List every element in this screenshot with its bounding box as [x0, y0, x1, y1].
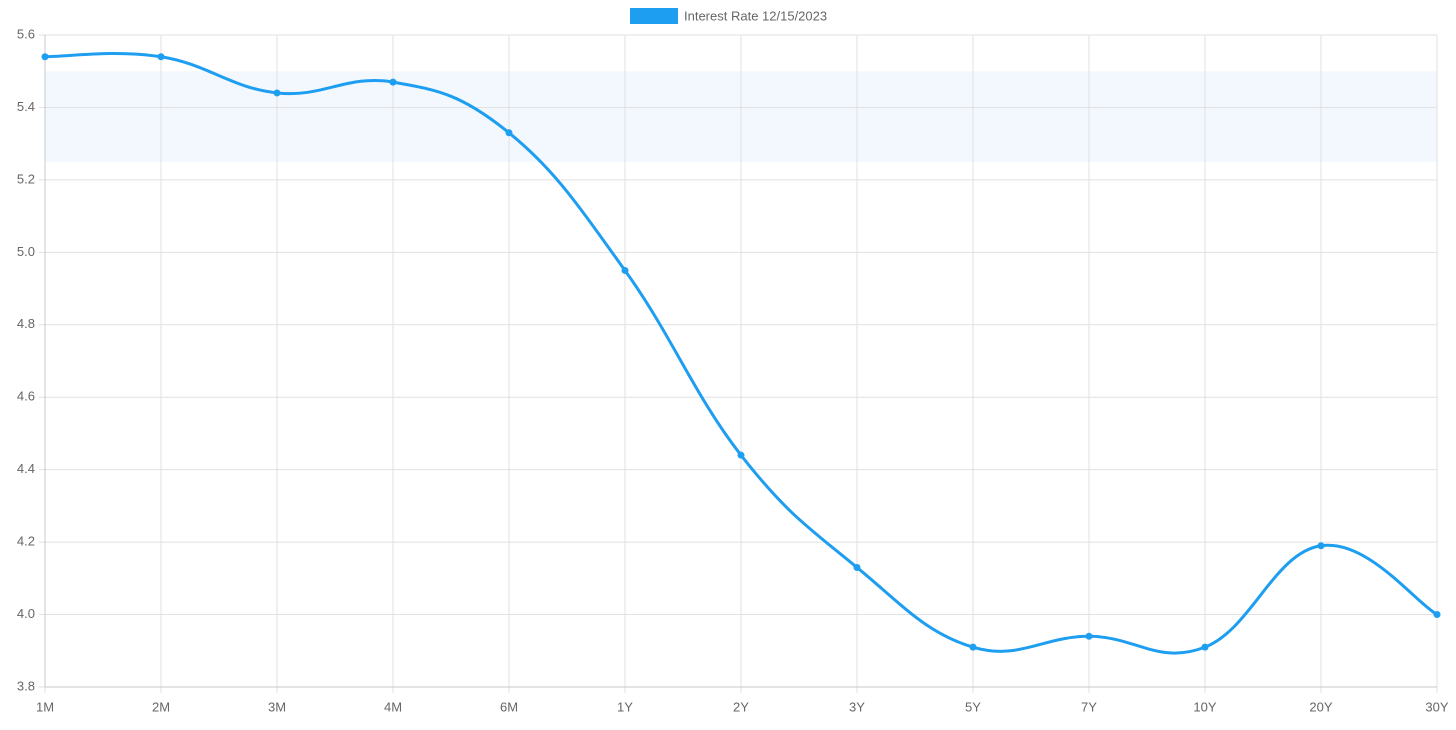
y-tick-label: 4.0	[17, 606, 35, 621]
point	[273, 89, 281, 97]
y-tick-label: 5.0	[17, 244, 35, 259]
point	[1201, 643, 1209, 651]
y-tick-label: 4.4	[17, 461, 35, 476]
point	[1317, 542, 1325, 550]
y-tick-label: 3.8	[17, 678, 35, 693]
legend-swatch	[630, 8, 678, 24]
point	[853, 563, 861, 571]
x-tick-label: 6M	[500, 699, 518, 714]
point	[737, 451, 745, 459]
x-tick-label: 10Y	[1193, 699, 1216, 714]
x-tick-label: 5Y	[965, 699, 981, 714]
x-tick-label: 20Y	[1309, 699, 1332, 714]
point	[1085, 632, 1093, 640]
point	[157, 53, 165, 61]
x-tick-label: 2M	[152, 699, 170, 714]
y-tick-label: 5.2	[17, 171, 35, 186]
x-tick-label: 7Y	[1081, 699, 1097, 714]
point	[389, 78, 397, 86]
x-tick-label: 3M	[268, 699, 286, 714]
y-tick-label: 4.2	[17, 534, 35, 549]
y-tick-label: 4.8	[17, 316, 35, 331]
x-tick-label: 30Y	[1425, 699, 1448, 714]
point	[41, 53, 49, 61]
point	[621, 266, 629, 274]
y-tick-label: 5.6	[17, 26, 35, 41]
x-tick-label: 2Y	[733, 699, 749, 714]
legend-label: Interest Rate 12/15/2023	[684, 8, 827, 23]
point	[1433, 611, 1441, 619]
y-tick-label: 5.4	[17, 99, 35, 114]
point	[969, 643, 977, 651]
x-tick-label: 1Y	[617, 699, 633, 714]
x-tick-label: 1M	[36, 699, 54, 714]
x-tick-label: 4M	[384, 699, 402, 714]
x-tick-label: 3Y	[849, 699, 865, 714]
point	[505, 129, 513, 137]
y-tick-label: 4.6	[17, 389, 35, 404]
